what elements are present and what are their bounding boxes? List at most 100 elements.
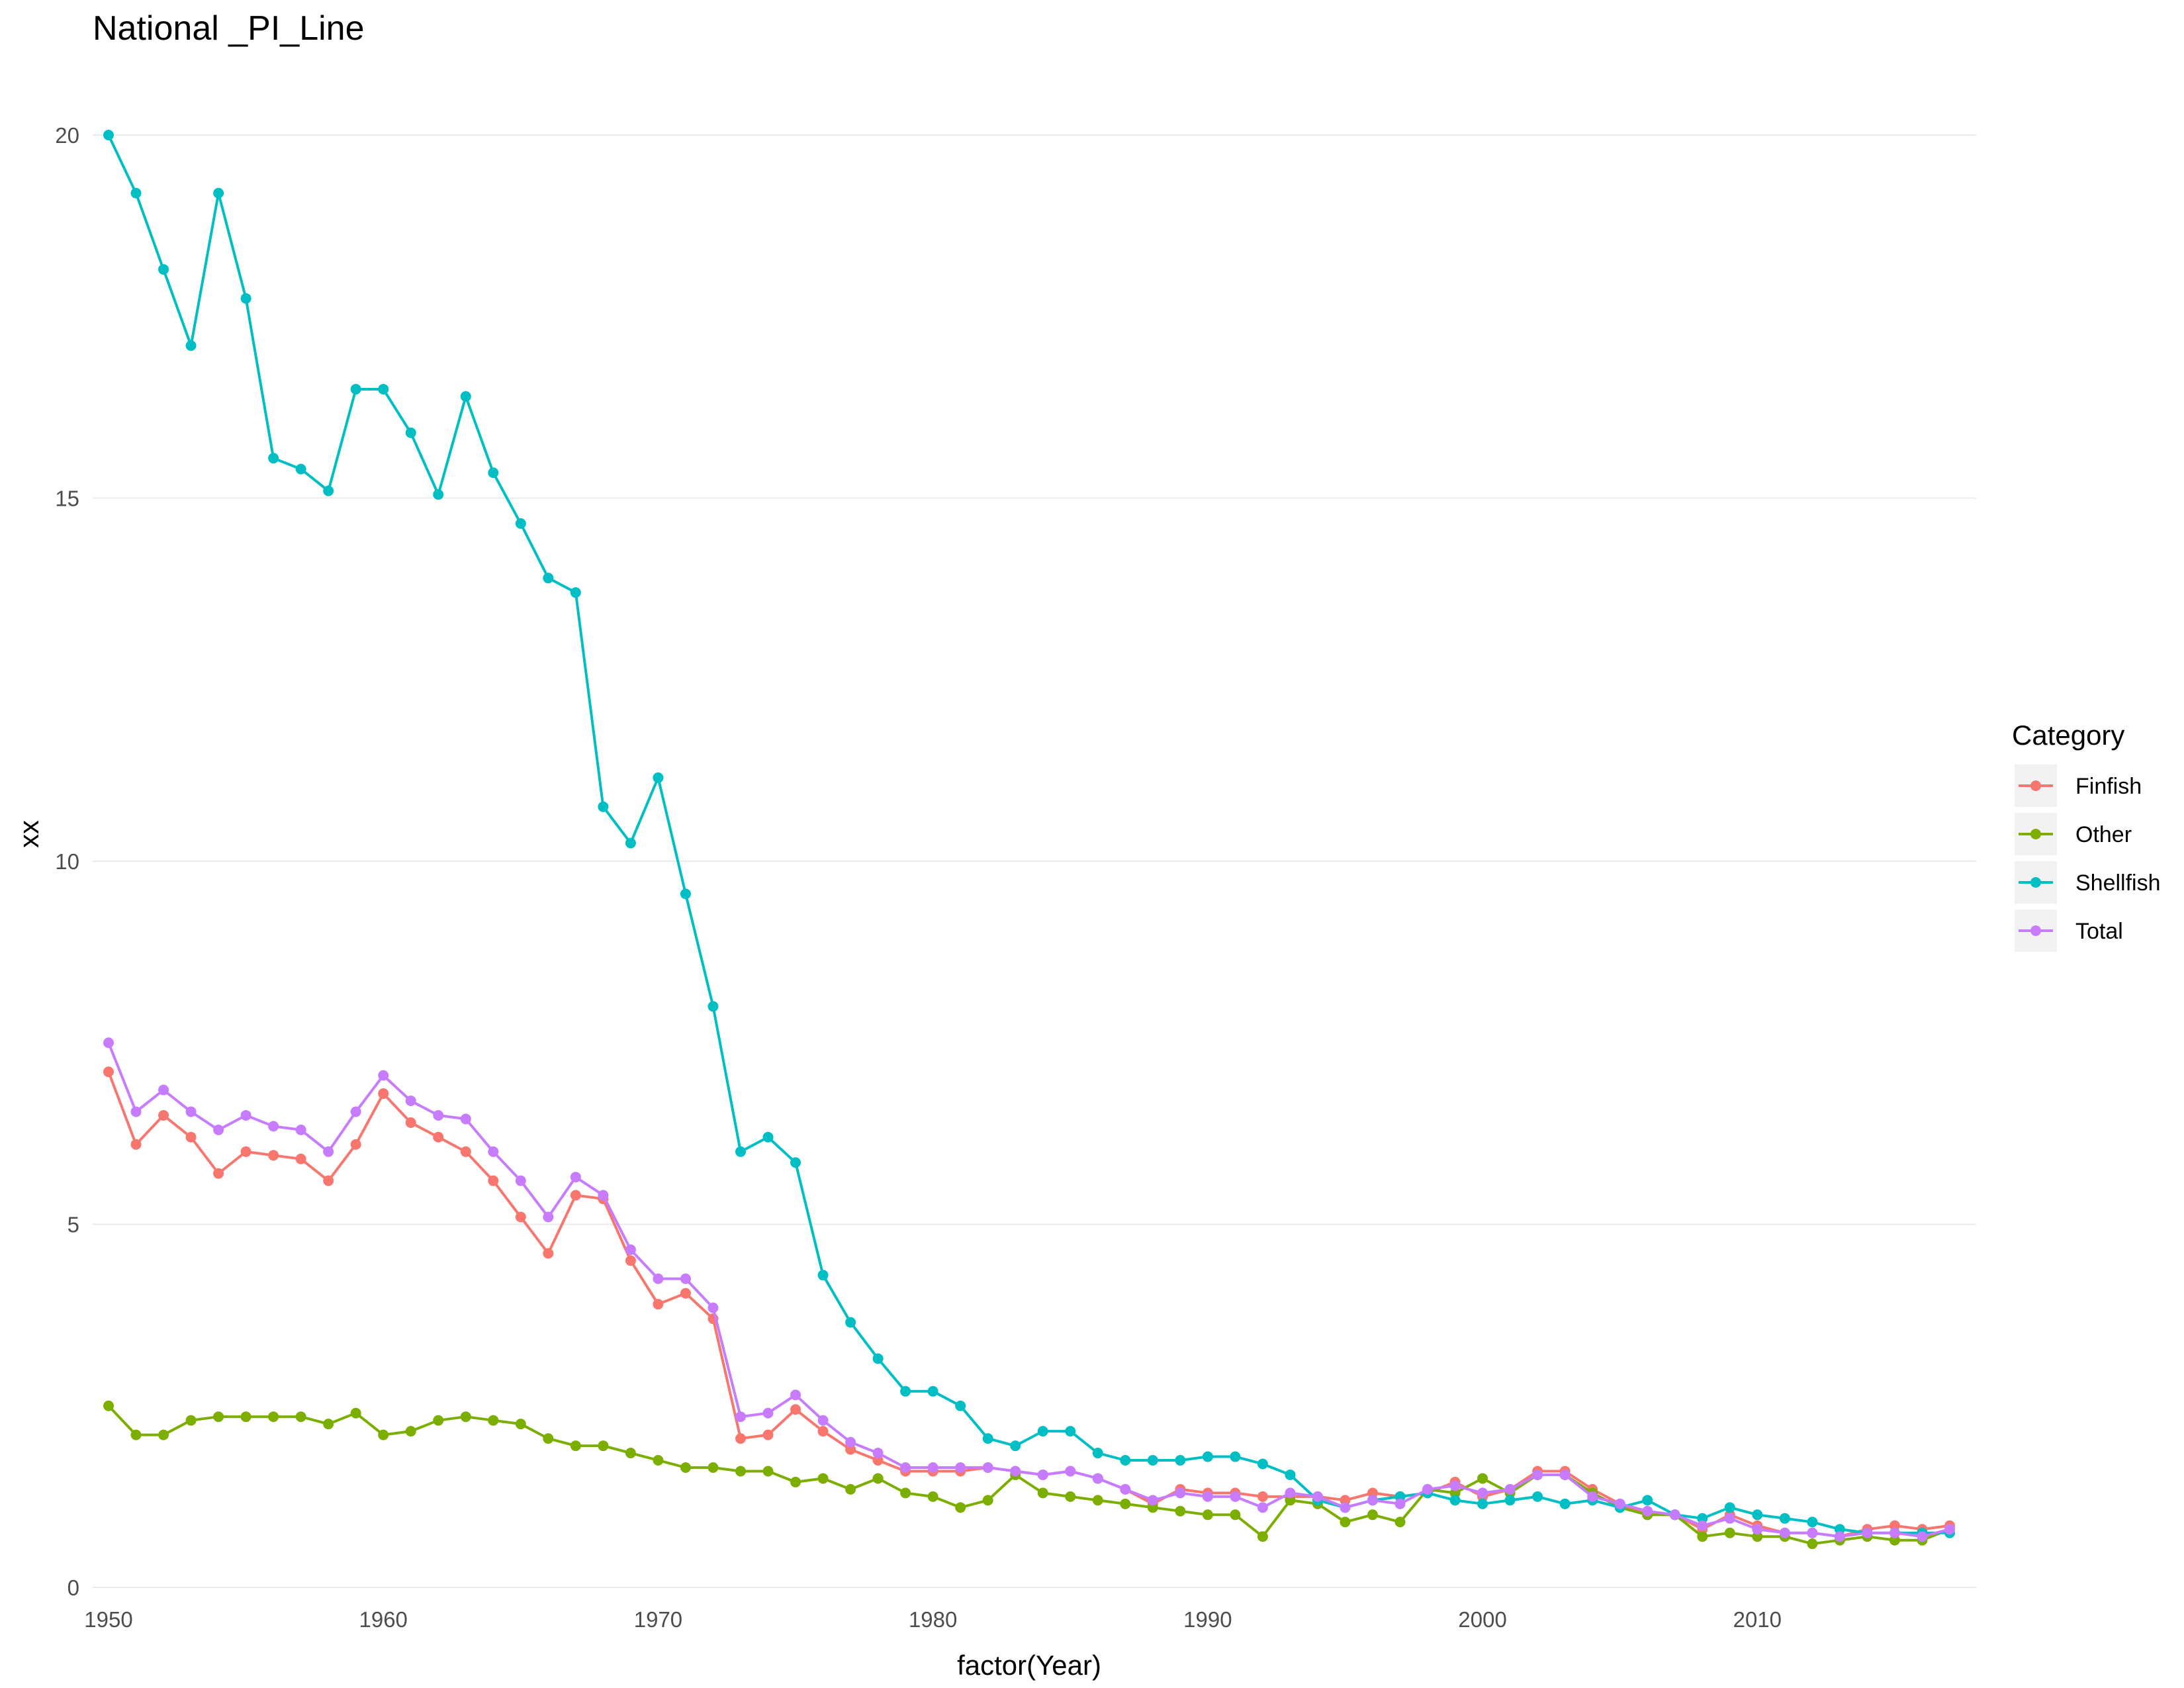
data-point-shellfish xyxy=(1834,1524,1845,1535)
legend-label: Other xyxy=(2075,822,2132,847)
data-point-shellfish xyxy=(543,573,554,584)
data-point-total xyxy=(130,1106,142,1117)
data-point-total xyxy=(1724,1513,1735,1524)
data-point-total xyxy=(405,1096,416,1107)
data-point-shellfish xyxy=(1065,1426,1076,1437)
data-point-total xyxy=(1065,1466,1076,1477)
data-point-shellfish xyxy=(872,1353,884,1364)
data-point-total xyxy=(1340,1502,1351,1513)
data-point-other xyxy=(1477,1473,1488,1484)
data-point-shellfish xyxy=(1394,1491,1406,1502)
data-point-finfish xyxy=(1367,1487,1379,1499)
data-point-other xyxy=(185,1415,197,1426)
data-point-finfish xyxy=(625,1255,636,1266)
data-point-other xyxy=(955,1502,966,1513)
data-point-shellfish xyxy=(955,1400,966,1411)
data-point-other xyxy=(872,1473,884,1484)
data-point-other xyxy=(1202,1509,1213,1521)
data-point-shellfish xyxy=(158,263,169,275)
data-point-finfish xyxy=(460,1146,471,1157)
x-tick-label: 1980 xyxy=(909,1607,957,1632)
data-point-shellfish xyxy=(817,1270,829,1281)
data-point-shellfish xyxy=(1724,1502,1735,1513)
data-point-finfish xyxy=(130,1139,142,1150)
data-point-total xyxy=(680,1273,691,1284)
data-point-total xyxy=(268,1121,279,1132)
data-point-shellfish xyxy=(1504,1495,1516,1506)
legend-item-other: Other xyxy=(2015,813,2132,855)
data-point-other xyxy=(762,1466,774,1477)
data-point-total xyxy=(845,1436,856,1448)
data-point-total xyxy=(1587,1491,1598,1502)
series-line-other xyxy=(107,1404,1951,1546)
data-point-other xyxy=(845,1483,856,1495)
data-point-other xyxy=(1092,1495,1103,1506)
data-point-shellfish xyxy=(130,187,142,199)
data-point-total xyxy=(295,1124,306,1135)
data-point-total xyxy=(1449,1480,1461,1491)
series-layer xyxy=(103,130,1955,1550)
data-point-other xyxy=(1037,1487,1048,1499)
data-point-total xyxy=(1889,1527,1900,1538)
legend-key-point xyxy=(2030,877,2041,888)
legend-key-point xyxy=(2030,925,2041,936)
data-point-shellfish xyxy=(240,293,251,304)
data-point-finfish xyxy=(680,1288,691,1299)
data-point-finfish xyxy=(158,1109,169,1121)
data-point-shellfish xyxy=(570,587,581,598)
data-point-other xyxy=(680,1462,691,1473)
data-point-shellfish xyxy=(1449,1495,1461,1506)
data-point-shellfish xyxy=(1202,1451,1213,1462)
data-point-shellfish xyxy=(1230,1451,1241,1462)
data-point-shellfish xyxy=(1257,1458,1268,1470)
data-point-total xyxy=(1422,1483,1433,1495)
legend: Category Finfish Other Shellfish Total xyxy=(2012,720,2161,952)
data-point-total xyxy=(955,1462,966,1473)
data-point-total xyxy=(1175,1487,1186,1499)
data-point-total xyxy=(1559,1469,1570,1480)
data-point-other xyxy=(130,1429,142,1440)
data-point-shellfish xyxy=(598,801,609,812)
data-point-finfish xyxy=(1340,1495,1351,1506)
data-point-total xyxy=(1394,1498,1406,1509)
data-point-finfish xyxy=(240,1146,251,1157)
legend-item-total: Total xyxy=(2015,910,2123,952)
legend-label: Shellfish xyxy=(2075,870,2161,896)
chart-title: National _PI_Line xyxy=(93,9,365,48)
data-point-shellfish xyxy=(1559,1498,1570,1509)
data-point-finfish xyxy=(378,1088,389,1100)
data-point-other xyxy=(543,1433,554,1444)
y-tick-label: 5 xyxy=(68,1213,79,1237)
data-point-other xyxy=(1752,1531,1763,1542)
legend-item-shellfish: Shellfish xyxy=(2015,861,2161,904)
x-axis-title: factor(Year) xyxy=(957,1650,1101,1681)
data-point-shellfish xyxy=(1037,1426,1048,1437)
data-point-shellfish xyxy=(900,1385,911,1397)
data-point-total xyxy=(1037,1469,1048,1480)
data-point-finfish xyxy=(817,1426,829,1437)
data-point-total xyxy=(625,1244,636,1255)
data-point-finfish xyxy=(405,1117,416,1128)
data-point-other xyxy=(900,1487,911,1499)
data-point-finfish xyxy=(515,1211,526,1223)
data-point-shellfish xyxy=(488,467,499,479)
data-point-finfish xyxy=(570,1190,581,1201)
data-point-shellfish xyxy=(1532,1491,1543,1502)
data-point-other xyxy=(515,1419,526,1430)
data-point-shellfish xyxy=(735,1146,747,1157)
data-point-shellfish xyxy=(1175,1455,1186,1466)
data-point-total xyxy=(378,1070,389,1081)
data-point-total xyxy=(1202,1491,1213,1502)
series-line-finfish xyxy=(107,1070,1951,1538)
data-point-other xyxy=(1394,1517,1406,1528)
data-point-shellfish xyxy=(1092,1448,1103,1459)
data-point-shellfish xyxy=(762,1131,774,1143)
data-point-shellfish xyxy=(1642,1495,1653,1506)
series-shellfish xyxy=(103,130,1955,1538)
data-point-shellfish xyxy=(982,1433,993,1444)
data-point-total xyxy=(817,1415,829,1426)
data-point-other xyxy=(433,1415,444,1426)
data-point-total xyxy=(543,1211,554,1223)
x-tick-label: 2010 xyxy=(1733,1607,1782,1632)
y-tick-label: 10 xyxy=(55,849,79,874)
